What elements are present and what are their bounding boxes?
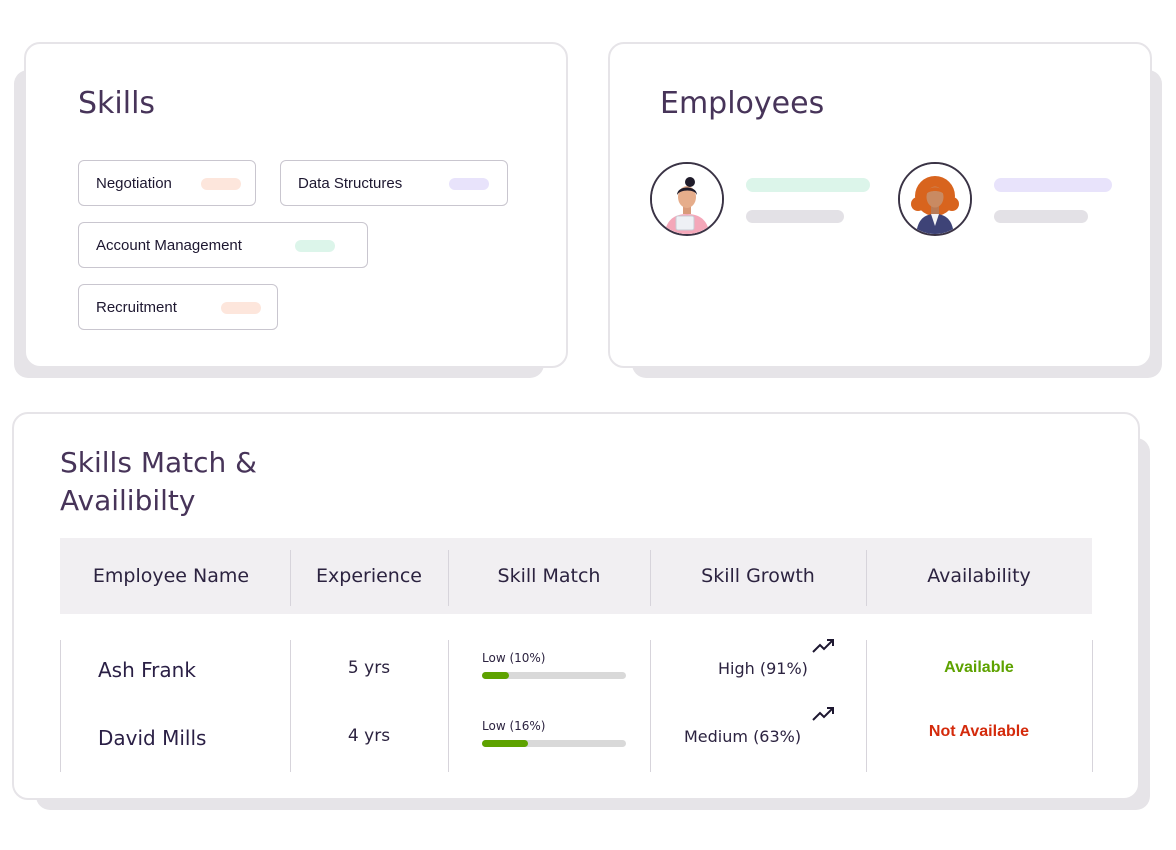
skill-chip-label: Data Structures <box>298 174 403 192</box>
skill-chip-negotiation[interactable]: Negotiation <box>78 160 256 206</box>
skill-chip-account-management[interactable]: Account Management <box>78 222 368 268</box>
header-divider <box>866 550 867 606</box>
table-column-line <box>60 640 61 772</box>
skill-chip-color-pill <box>449 178 489 190</box>
skill-growth-value: High (91%) <box>718 659 808 678</box>
skill-chip-color-pill <box>295 240 335 252</box>
column-header-experience[interactable]: Experience <box>316 565 422 587</box>
trending-up-icon <box>812 639 834 653</box>
employees-card: Employees <box>608 42 1152 368</box>
table-column-line <box>1092 640 1093 772</box>
table-column-line <box>448 640 449 772</box>
employee-name[interactable]: Ash Frank <box>98 658 196 682</box>
table-column-line <box>866 640 867 772</box>
column-header-skill-growth[interactable]: Skill Growth <box>701 565 815 587</box>
skill-chip-label: Negotiation <box>96 174 172 192</box>
skill-chip-recruitment[interactable]: Recruitment <box>78 284 278 330</box>
skill-match-label: Low (10%) <box>482 651 546 665</box>
skill-growth-value: Medium (63%) <box>684 727 802 746</box>
table-column-line <box>290 640 291 772</box>
skill-match-bar-fill <box>482 740 529 747</box>
skill-match-bar <box>482 740 626 747</box>
skills-match-title: Skills Match & Availibilty <box>60 444 257 520</box>
experience-value: 5 yrs <box>347 658 391 678</box>
trending-up-icon <box>812 707 834 721</box>
woman-with-curly-hair-avatar-icon[interactable] <box>898 162 972 236</box>
woman-with-bun-avatar-icon[interactable] <box>650 162 724 236</box>
skills-match-card: Skills Match & Availibilty Employee Name… <box>12 412 1140 800</box>
table-header: Employee Name Experience Skill Match Ski… <box>60 538 1092 614</box>
skill-match-label: Low (16%) <box>482 719 546 733</box>
skills-match-title-line1: Skills Match & <box>60 446 257 479</box>
employee-name[interactable]: David Mills <box>98 726 207 750</box>
employee-role-placeholder <box>994 210 1088 223</box>
experience-value: 4 yrs <box>347 726 391 746</box>
skills-match-title-line2: Availibilty <box>60 484 196 517</box>
employees-title: Employees <box>660 86 825 121</box>
skill-match-bar <box>482 672 626 679</box>
header-divider <box>650 550 651 606</box>
column-header-availability[interactable]: Availability <box>927 565 1031 587</box>
employee-role-placeholder <box>746 210 844 223</box>
skill-chip-label: Recruitment <box>96 298 177 316</box>
availability-status: Not Available <box>928 723 1030 740</box>
header-divider <box>448 550 449 606</box>
column-header-employee-name[interactable]: Employee Name <box>92 565 250 587</box>
skill-match-bar-fill <box>482 672 510 679</box>
skills-card: Skills Negotiation Data Structures Accou… <box>24 42 568 368</box>
column-header-skill-match[interactable]: Skill Match <box>497 565 601 587</box>
skill-chip-color-pill <box>201 178 241 190</box>
employee-name-placeholder <box>994 178 1112 192</box>
employee-name-placeholder <box>746 178 870 192</box>
skill-chip-color-pill <box>221 302 261 314</box>
skill-chip-label: Account Management <box>96 236 242 254</box>
availability-status: Available <box>944 659 1014 676</box>
skills-title: Skills <box>78 86 156 121</box>
skill-chip-data-structures[interactable]: Data Structures <box>280 160 508 206</box>
header-divider <box>290 550 291 606</box>
table-column-line <box>650 640 651 772</box>
